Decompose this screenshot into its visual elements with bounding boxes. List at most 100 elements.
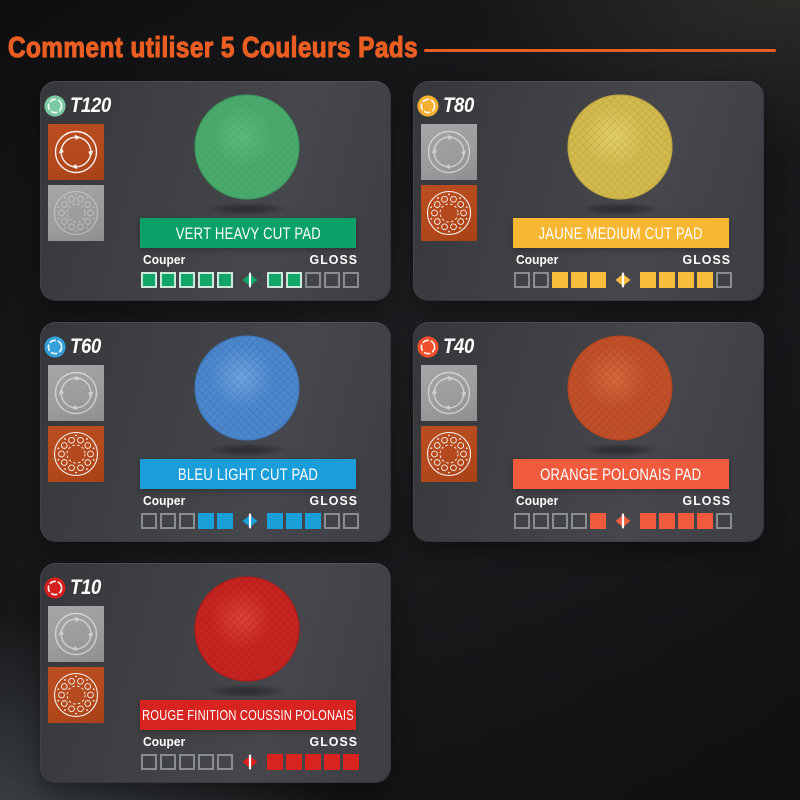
pad-name-text: ORANGE POLONAIS PAD — [540, 464, 702, 484]
card-t60: T60 — [40, 322, 391, 542]
rotation-thumbnail — [421, 124, 477, 180]
gloss-label: GLOSS — [309, 252, 358, 267]
card-t10: T10 — [40, 563, 391, 783]
pad-name-text: JAUNE MEDIUM CUT PAD — [538, 223, 704, 243]
cut-square-5 — [217, 513, 233, 529]
ring-petals — [57, 675, 95, 715]
thumbnail-column — [48, 365, 104, 487]
cut-gloss-scale — [141, 271, 359, 289]
scale-indicator-icon — [615, 272, 631, 288]
rotation-arrows-icon — [54, 371, 98, 415]
gloss-square-2 — [286, 513, 302, 529]
rotation-arrows-icon — [54, 612, 98, 656]
cut-square-2 — [533, 513, 549, 529]
pad-image — [187, 90, 307, 222]
pad-code-label: T120 — [70, 94, 112, 117]
gloss-square-1 — [640, 272, 656, 288]
decorative-ring-icon — [426, 190, 472, 236]
scale-indicator-icon — [242, 272, 258, 288]
gloss-scale — [267, 754, 359, 770]
ring-petals — [57, 193, 95, 233]
gloss-square-4 — [324, 272, 340, 288]
pad-name-banner: VERT HEAVY CUT PAD — [140, 218, 356, 248]
card-t80: T80 — [413, 81, 764, 301]
gloss-square-2 — [286, 272, 302, 288]
cut-square-1 — [141, 513, 157, 529]
gloss-square-5 — [343, 513, 359, 529]
thumbnail-column — [48, 606, 104, 728]
decorative-ring-icon — [53, 672, 99, 718]
gloss-square-3 — [678, 272, 694, 288]
cut-square-2 — [160, 272, 176, 288]
gloss-square-1 — [640, 513, 656, 529]
cut-scale — [141, 754, 233, 770]
gloss-square-5 — [343, 754, 359, 770]
ring-petals — [57, 434, 95, 474]
cut-square-4 — [198, 513, 214, 529]
pad-code-label: T60 — [70, 335, 102, 358]
cut-square-4 — [198, 754, 214, 770]
title-rule — [424, 49, 776, 52]
thumbnail-column — [421, 124, 477, 246]
scale-indicator-icon — [242, 513, 258, 529]
cut-square-3 — [179, 754, 195, 770]
cut-square-5 — [217, 272, 233, 288]
cut-label: Couper — [516, 252, 559, 267]
cut-scale — [514, 513, 606, 529]
cut-square-4 — [571, 513, 587, 529]
pad-disc-icon — [417, 95, 439, 117]
cut-square-3 — [552, 513, 568, 529]
pad-image — [560, 90, 680, 222]
rotation-thumbnail — [48, 365, 104, 421]
pad-disc-icon — [44, 336, 66, 358]
pad-disc-icon — [417, 336, 439, 358]
gloss-square-1 — [267, 754, 283, 770]
cut-square-1 — [141, 754, 157, 770]
gloss-square-5 — [716, 272, 732, 288]
scale-indicator-icon — [242, 754, 258, 770]
pattern-thumbnail — [421, 185, 477, 241]
gloss-square-2 — [659, 272, 675, 288]
ring-petals — [430, 434, 468, 474]
cut-gloss-scale — [141, 753, 359, 771]
cut-square-1 — [514, 513, 530, 529]
cut-scale — [514, 272, 606, 288]
cut-scale — [141, 513, 233, 529]
pad-name-banner: BLEU LIGHT CUT PAD — [140, 459, 356, 489]
cut-gloss-scale — [514, 512, 732, 530]
decorative-ring-icon — [53, 431, 99, 477]
pad-image — [187, 331, 307, 463]
scale-indicator-icon — [615, 513, 631, 529]
cut-label: Couper — [143, 493, 186, 508]
pattern-thumbnail — [48, 667, 104, 723]
pad-name-banner: JAUNE MEDIUM CUT PAD — [513, 218, 729, 248]
gloss-square-5 — [716, 513, 732, 529]
cut-square-3 — [179, 272, 195, 288]
pad-name-text: ROUGE FINITION COUSSIN POLONAIS — [142, 706, 354, 724]
pad-name-text: VERT HEAVY CUT PAD — [175, 223, 321, 243]
gloss-scale — [267, 272, 359, 288]
gloss-label: GLOSS — [309, 734, 358, 749]
pattern-thumbnail — [48, 185, 104, 241]
pad-image — [560, 331, 680, 463]
cut-square-5 — [590, 513, 606, 529]
gloss-square-3 — [305, 513, 321, 529]
rotation-thumbnail — [48, 124, 104, 180]
gloss-square-4 — [324, 754, 340, 770]
cut-label: Couper — [516, 493, 559, 508]
cut-square-5 — [217, 754, 233, 770]
gloss-square-1 — [267, 272, 283, 288]
gloss-scale — [267, 513, 359, 529]
page-title: Comment utiliser 5 Couleurs Pads — [8, 32, 419, 64]
gloss-square-3 — [678, 513, 694, 529]
decorative-ring-icon — [53, 190, 99, 236]
gloss-scale — [640, 513, 732, 529]
pad-disc-icon — [44, 95, 66, 117]
gloss-square-3 — [305, 754, 321, 770]
pattern-thumbnail — [421, 426, 477, 482]
pad-name-text: BLEU LIGHT CUT PAD — [177, 464, 319, 484]
cut-square-1 — [514, 272, 530, 288]
cut-label: Couper — [143, 252, 186, 267]
pattern-thumbnail — [48, 426, 104, 482]
